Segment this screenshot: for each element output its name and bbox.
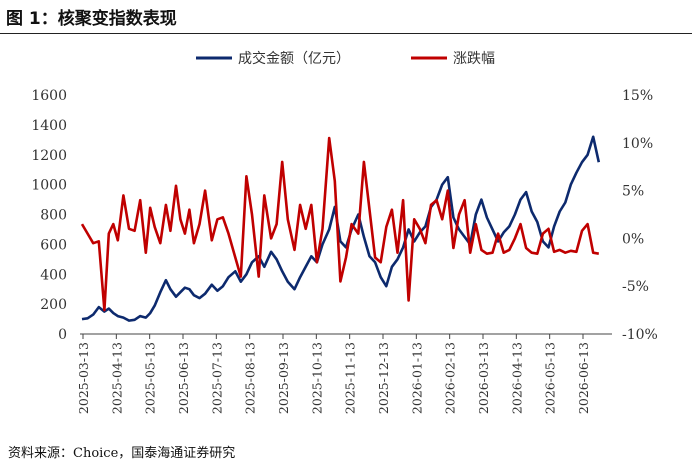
figure-title: 图 1：核聚变指数表现 xyxy=(6,9,177,29)
y-right-tick-label: 10% xyxy=(622,136,653,152)
x-tick-label: 2025-07-13 xyxy=(209,342,224,414)
x-tick-label: 2025-06-13 xyxy=(176,342,191,414)
series-line-change xyxy=(80,136,600,312)
y-right-tick-label: -10% xyxy=(622,327,658,343)
x-tick-label: 2025-08-13 xyxy=(243,342,258,414)
y-left-tick-label: 1600 xyxy=(31,88,67,104)
x-tick-label: 2025-12-13 xyxy=(376,342,391,414)
x-tick-label: 2025-11-13 xyxy=(343,342,358,414)
chart: 0 200 400 600 800 1000 1200 1400 1600 -10% -5% 0% 5%… xyxy=(31,50,658,414)
y-right-tick-label: -5% xyxy=(622,279,649,295)
x-tick-label: 2025-05-13 xyxy=(143,342,158,414)
y-left-tick-label: 1000 xyxy=(31,178,67,194)
title-rule xyxy=(0,33,692,34)
legend-label: 涨跌幅 xyxy=(453,51,495,67)
x-tick-label: 2025-03-13 xyxy=(76,342,91,414)
source-note: 资料来源：Choice，国泰海通证券研究 xyxy=(8,446,236,461)
y-left-tick-label: 200 xyxy=(40,297,67,313)
x-tick-label: 2026-02-13 xyxy=(443,342,458,414)
y-left-tick-label: 400 xyxy=(40,267,67,283)
y-right-tick-label: 15% xyxy=(622,88,653,104)
y-left-tick-label: 600 xyxy=(40,237,67,253)
x-tick-label: 2026-05-13 xyxy=(543,342,558,414)
x-tick-label: 2026-06-13 xyxy=(576,342,591,414)
y-right-tick-label: 0% xyxy=(622,231,644,247)
y-right-tick-label: 5% xyxy=(622,184,644,200)
x-tick-label: 2026-04-13 xyxy=(509,342,524,414)
y-left-tick-label: 0 xyxy=(58,327,67,343)
x-tick-label: 2026-03-13 xyxy=(476,342,491,414)
legend-label: 成交金额（亿元） xyxy=(238,50,350,67)
y-left-tick-label: 1200 xyxy=(31,148,67,164)
x-tick-label: 2025-10-13 xyxy=(309,342,324,414)
x-tick-label: 2025-09-13 xyxy=(276,342,291,414)
y-left-tick-label: 800 xyxy=(40,208,67,224)
x-tick-label: 2025-04-13 xyxy=(109,342,124,414)
x-tick-label: 2026-01-13 xyxy=(409,342,424,414)
y-left-tick-label: 1400 xyxy=(31,118,67,134)
